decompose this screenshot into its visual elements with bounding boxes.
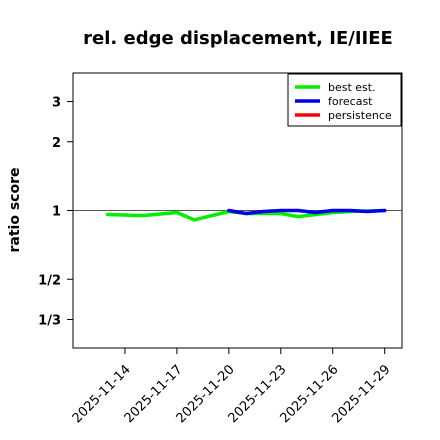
y-tick-label: 1: [52, 205, 61, 220]
y-tick-label: 1/2: [38, 273, 61, 288]
chart-title: rel. edge displacement, IE/IIEE: [83, 28, 393, 49]
y-tick-label: 1/3: [38, 313, 61, 328]
y-tick-label: 3: [52, 96, 61, 111]
y-axis-label: ratio score: [7, 168, 23, 253]
legend-label: best est.: [328, 81, 376, 94]
series-line-forecast: [227, 208, 387, 216]
y-tick-label: 2: [52, 136, 61, 151]
legend-label: persistence: [328, 109, 392, 122]
legend-label: forecast: [328, 95, 373, 108]
